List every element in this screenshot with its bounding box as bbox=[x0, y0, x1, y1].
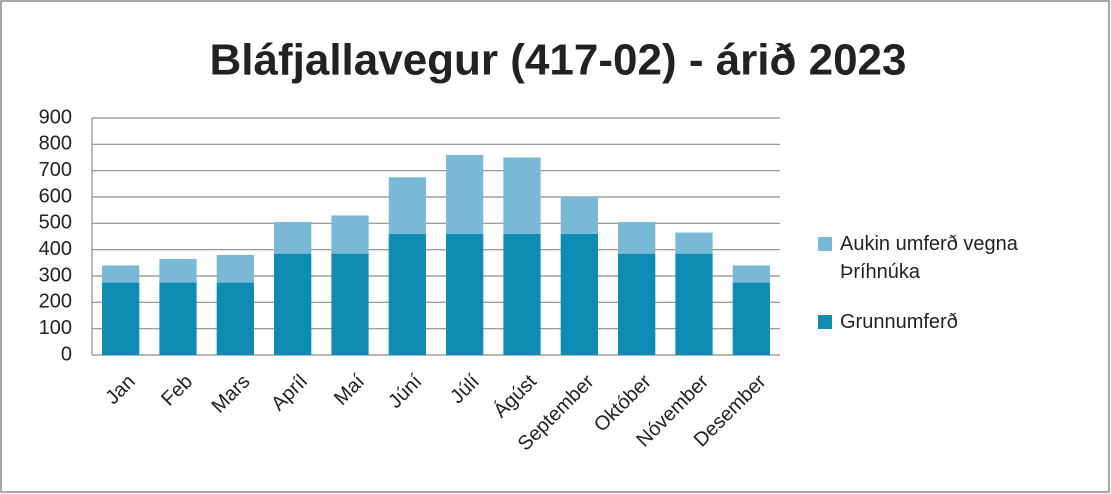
y-tick-label: 500 bbox=[39, 212, 72, 234]
bar-segment bbox=[732, 282, 770, 355]
y-tick-label: 0 bbox=[61, 343, 72, 365]
legend: Aukin umferð vegna Þríhnúka Grunnumferð bbox=[818, 230, 1068, 358]
bar-segment bbox=[331, 253, 369, 355]
bar-segment bbox=[274, 222, 312, 254]
y-tick-label: 200 bbox=[39, 291, 72, 313]
bar-segment bbox=[159, 258, 197, 283]
legend-swatch bbox=[818, 315, 832, 329]
legend-item: Aukin umferð vegna Þríhnúka bbox=[818, 230, 1068, 286]
bar-segment bbox=[216, 254, 254, 283]
bar-segment bbox=[618, 222, 656, 254]
y-tick-label: 600 bbox=[39, 185, 72, 207]
bar-segment bbox=[159, 282, 197, 355]
bar-segment bbox=[388, 233, 426, 355]
legend-item: Grunnumferð bbox=[818, 308, 1068, 336]
bar-segment bbox=[675, 253, 713, 355]
bar-segment bbox=[274, 253, 312, 355]
y-tick-label: 900 bbox=[39, 106, 72, 128]
legend-label: Grunnumferð bbox=[840, 311, 958, 333]
bar-segment bbox=[675, 232, 713, 254]
y-tick-label: 300 bbox=[39, 264, 72, 286]
y-tick-label: 700 bbox=[39, 159, 72, 181]
bar-segment bbox=[618, 253, 656, 355]
bar-segment bbox=[388, 177, 426, 234]
legend-label: Aukin umferð vegna Þríhnúka bbox=[840, 233, 1018, 283]
legend-swatch bbox=[818, 237, 832, 251]
bar-segment bbox=[503, 233, 541, 355]
bar-segment bbox=[446, 233, 484, 355]
bar-segment bbox=[732, 265, 770, 283]
bar-segment bbox=[446, 154, 484, 234]
y-tick-label: 400 bbox=[39, 238, 72, 260]
bar-segment bbox=[102, 282, 140, 355]
y-tick-label: 100 bbox=[39, 317, 72, 339]
bar-segment bbox=[503, 157, 541, 234]
bar-segment bbox=[560, 233, 598, 355]
bar-segment bbox=[102, 265, 140, 283]
bar-segment bbox=[560, 197, 598, 234]
bar-segment bbox=[331, 215, 369, 254]
y-tick-label: 800 bbox=[39, 133, 72, 155]
bar-segment bbox=[216, 282, 254, 355]
chart-title: Bláfjallavegur (417-02) - árið 2023 bbox=[210, 36, 907, 85]
